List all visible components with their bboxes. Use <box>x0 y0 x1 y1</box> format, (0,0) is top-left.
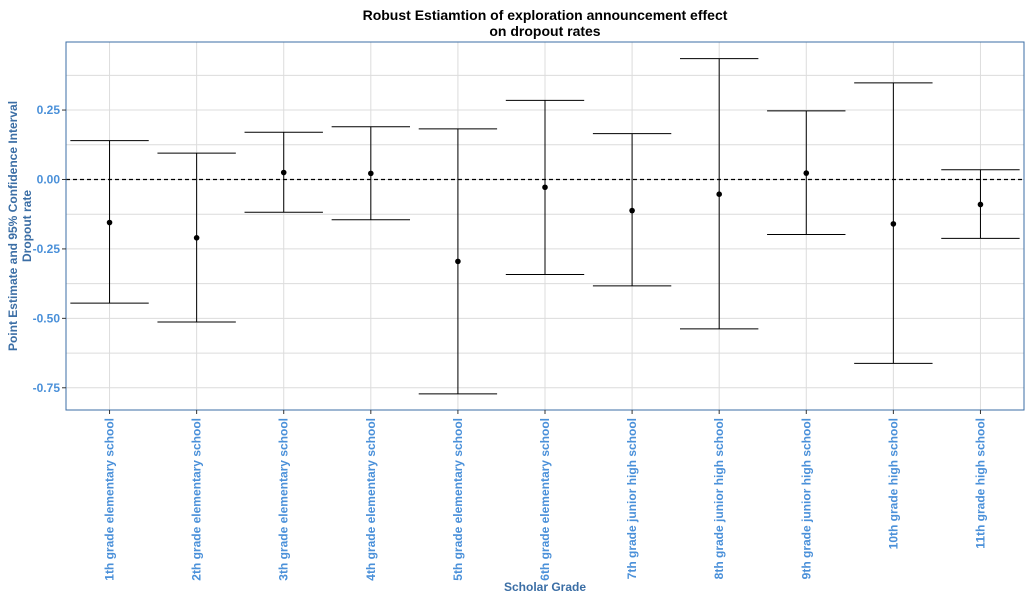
chart-title-line-2: on dropout rates <box>489 23 600 39</box>
error-bars <box>70 58 1020 395</box>
point-estimate <box>280 169 287 176</box>
y-axis-ticks: -0.75 -0.50 -0.25 0.00 0.25 <box>33 103 66 395</box>
point-estimate <box>193 235 200 241</box>
x-tick-label: 1th grade elementary school <box>103 418 117 581</box>
point-estimate <box>803 170 810 176</box>
y-tick-label: -0.50 <box>33 311 61 325</box>
point-estimate <box>716 191 722 197</box>
x-tick-label: 6th grade elementary school <box>538 418 552 581</box>
y-tick-label: 0.00 <box>37 172 61 186</box>
point-estimate <box>106 219 113 226</box>
x-tick-label: 9th grade junior high school <box>799 418 813 579</box>
point-estimate <box>455 258 461 265</box>
point-estimate <box>542 184 548 191</box>
point-estimate <box>890 221 897 227</box>
point-estimate <box>368 170 374 177</box>
x-tick-label: 7th grade junior high school <box>625 418 639 579</box>
x-tick-label: 11th grade high school <box>973 418 987 549</box>
x-tick-label: 2th grade elementary school <box>190 418 204 581</box>
x-tick-label: 3th grade elementary school <box>277 418 291 581</box>
x-axis-ticks: 1th grade elementary school 2th grade ele… <box>103 410 987 581</box>
x-tick-label: 5th grade elementary school <box>451 418 465 581</box>
point-estimate <box>977 201 984 208</box>
chart-title-line-1: Robust Estiamtion of exploration announc… <box>363 7 728 23</box>
y-tick-label: 0.25 <box>37 103 61 117</box>
x-tick-label: 4th grade elementary school <box>364 418 378 581</box>
point-estimate <box>629 207 635 214</box>
x-tick-label: 8th grade junior high school <box>712 418 726 579</box>
y-tick-label: -0.25 <box>33 242 61 256</box>
x-axis-title: Scholar Grade <box>504 580 586 594</box>
y-axis-title-line-2: Dropout rate <box>20 190 34 262</box>
y-axis-title-line-1: Point Estimate and 95% Confidence Interv… <box>6 101 20 351</box>
y-tick-label: -0.75 <box>33 381 61 395</box>
x-tick-label: 10th grade high school <box>886 418 900 549</box>
